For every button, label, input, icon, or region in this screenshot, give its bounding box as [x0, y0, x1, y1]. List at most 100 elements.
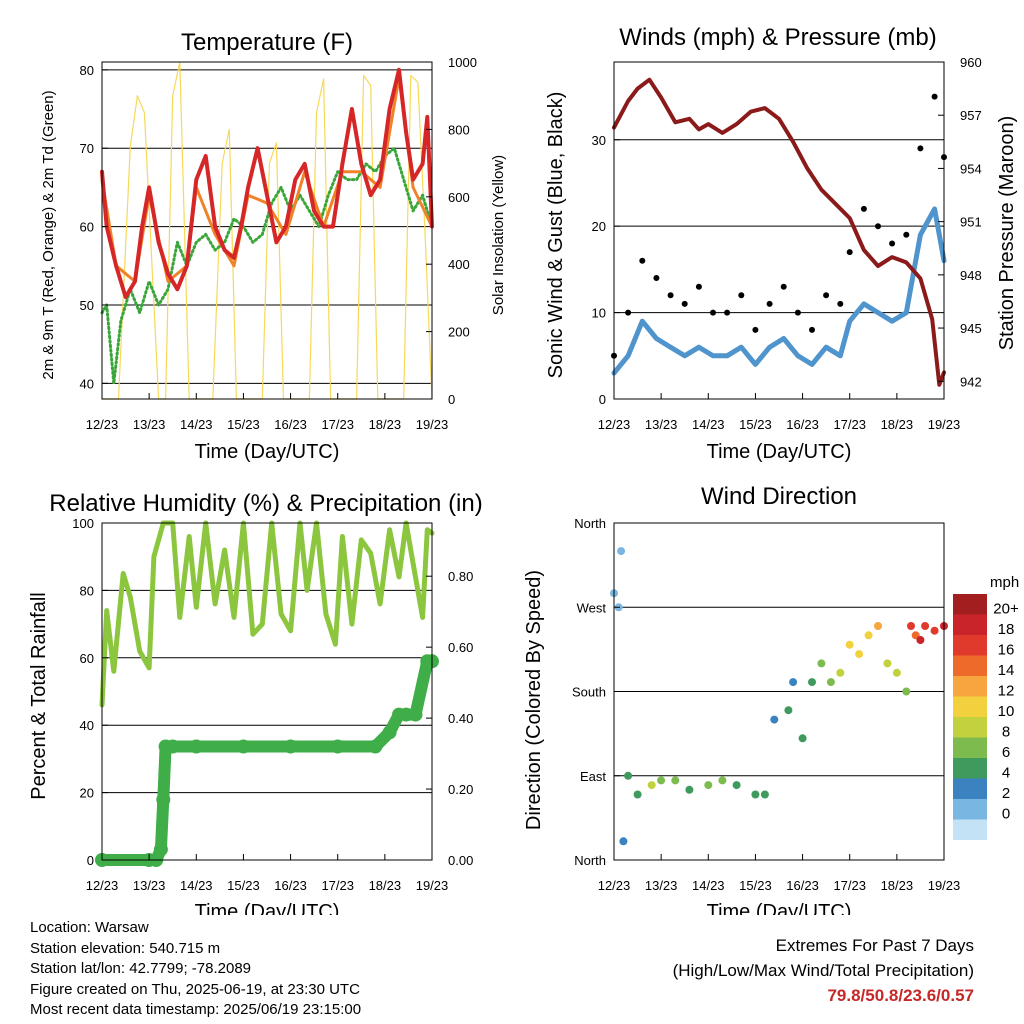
- humidity-frame: [101, 522, 433, 861]
- y2-tick-label: 800: [448, 122, 470, 137]
- precipitation-point: [165, 739, 180, 754]
- gust-point: [639, 257, 646, 264]
- humidity-title: Relative Humidity (%) & Precipitation (i…: [49, 490, 482, 517]
- x-tick-label: 14/23: [692, 417, 725, 432]
- temperature-y-ticks: 40 50 60 70 80: [80, 63, 108, 391]
- x-tick-label: 19/23: [928, 878, 961, 893]
- y2-tick-label: 0.20: [448, 782, 473, 797]
- temperature-frame: [101, 61, 433, 400]
- y-tick-label: 20: [592, 219, 606, 234]
- humidity-x-ticks: 12/23 13/23 14/23 15/23 16/23 17/23 18/23 19/23: [86, 854, 448, 893]
- gust-point: [681, 300, 688, 307]
- x-tick-label: 13/23: [133, 878, 166, 893]
- gust-point: [903, 231, 910, 238]
- x-tick-label: 16/23: [786, 417, 819, 432]
- sonic-wind-line: [611, 206, 947, 376]
- temperature-title: Temperature (F): [181, 29, 353, 56]
- y2-tick-label: 0.40: [448, 711, 473, 726]
- speed-legend-swatch: [953, 676, 987, 697]
- temperature-xlabel: Time (Day/UTC): [195, 441, 340, 463]
- direction-point: [760, 790, 769, 799]
- station-elevation: Station elevation: 540.715 m: [30, 939, 221, 957]
- direction-point: [718, 776, 727, 785]
- humidity-chart: Relative Humidity (%) & Precipitation (i…: [28, 490, 483, 915]
- y2-tick-label: 0.80: [448, 569, 473, 584]
- station-info: Location: Warsaw Station elevation: 540.…: [30, 918, 361, 1021]
- direction-point: [751, 790, 760, 799]
- speed-legend-label: 0: [1002, 806, 1010, 823]
- x-tick-label: 12/23: [86, 878, 119, 893]
- direction-point: [907, 622, 915, 630]
- precipitation-point: [368, 739, 383, 754]
- direction-x-ticks: 12/23 13/23 14/23 15/23 16/23 17/23 18/23 19/23: [598, 854, 961, 893]
- station-location: Location: Warsaw: [30, 919, 149, 936]
- direction-point: [826, 678, 835, 687]
- speed-legend-label: 12: [998, 683, 1015, 700]
- speed-legend-label: 20+: [993, 601, 1019, 618]
- speed-legend-swatch: [953, 614, 987, 635]
- y-tick-label: East: [580, 769, 606, 784]
- extremes-subheading: (High/Low/Max Wind/Total Precipitation): [672, 961, 974, 980]
- speed-legend-label: 14: [998, 662, 1015, 679]
- x-tick-label: 16/23: [274, 417, 307, 432]
- recent-timestamp: Most recent data timestamp: 2025/06/19 2…: [30, 1001, 362, 1018]
- x-tick-label: 18/23: [369, 417, 402, 432]
- direction-point: [864, 631, 873, 640]
- y2-tick-label: 0.00: [448, 853, 473, 868]
- x-tick-label: 18/23: [881, 417, 914, 432]
- x-tick-label: 16/23: [786, 878, 819, 893]
- y2-tick-label: 960: [960, 55, 982, 70]
- y2-tick-label: 1000: [448, 55, 477, 70]
- gust-point: [875, 223, 881, 230]
- gust-point: [710, 309, 716, 316]
- y2-tick-label: 200: [448, 325, 470, 340]
- temperature-x-ticks: 12/23 13/23 14/23 15/23 16/23 17/23 18/23 19/23: [86, 393, 448, 432]
- direction-point: [855, 650, 864, 659]
- direction-point: [671, 776, 680, 785]
- humidity-ylabel: Percent & Total Rainfall: [28, 592, 50, 800]
- x-tick-label: 12/23: [598, 417, 631, 432]
- y-tick-label: 40: [80, 718, 94, 733]
- y2-tick-label: 951: [960, 215, 982, 230]
- x-tick-label: 19/23: [928, 417, 961, 432]
- gust-point: [752, 326, 759, 333]
- gust-point: [809, 326, 815, 333]
- speed-legend-label: 8: [1002, 724, 1010, 741]
- gust-point: [780, 283, 787, 290]
- station-pressure-line: [612, 77, 946, 387]
- speed-legend-swatch: [953, 799, 987, 820]
- direction-point: [647, 781, 656, 790]
- speed-legend-label: 6: [1002, 744, 1010, 761]
- x-tick-label: 17/23: [321, 417, 354, 432]
- temperature-chart: Temperature (F) 40 50 60 70 80 0 200 400 600 800…: [40, 29, 507, 463]
- gust-point: [860, 205, 867, 212]
- speed-legend-swatch: [953, 778, 987, 799]
- direction-point: [798, 734, 807, 743]
- y2-tick-label: 0.60: [448, 640, 473, 655]
- speed-legend-swatch: [953, 696, 987, 717]
- y-tick-label: 80: [80, 63, 94, 78]
- y2-tick-label: 600: [448, 190, 470, 205]
- gust-point: [667, 292, 674, 299]
- x-tick-label: 12/23: [598, 878, 631, 893]
- direction-point: [817, 659, 826, 668]
- y-tick-label: 30: [592, 133, 606, 148]
- speed-legend-title: mph: [990, 574, 1019, 591]
- humidity-y2-ticks: 0.00 0.20 0.40 0.60 0.80: [426, 569, 473, 868]
- x-tick-label: 15/23: [739, 878, 772, 893]
- speed-legend-label: 18: [998, 621, 1015, 638]
- humidity-y-ticks: 0 20 40 60 80 100: [72, 516, 108, 868]
- precipitation-point: [408, 707, 423, 722]
- speed-legend-swatch: [953, 655, 987, 676]
- speed-legend-swatch: [953, 594, 987, 615]
- winds-frame: [613, 61, 945, 400]
- direction-point: [892, 668, 901, 677]
- direction-point: [732, 781, 741, 790]
- winds-plot-area: [611, 77, 947, 387]
- y-tick-label: North: [574, 853, 606, 868]
- direction-point: [633, 790, 642, 799]
- precipitation-point: [330, 739, 345, 754]
- x-tick-label: 18/23: [369, 878, 402, 893]
- gust-point: [738, 292, 745, 299]
